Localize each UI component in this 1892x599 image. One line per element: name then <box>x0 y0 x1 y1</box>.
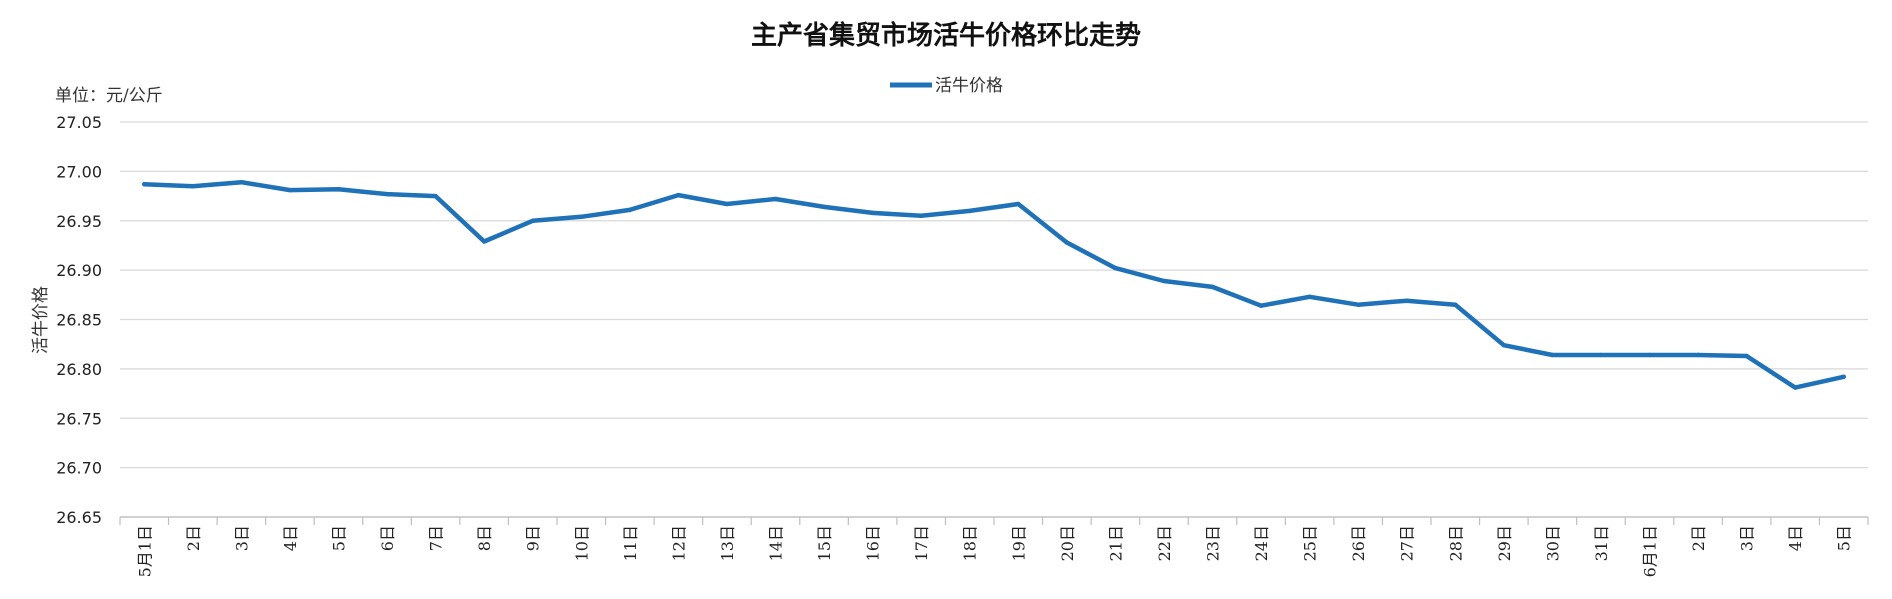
x-tick-label: 22日 <box>1155 525 1174 561</box>
data-point <box>1647 352 1652 358</box>
x-tick-label: 11日 <box>621 525 640 561</box>
data-point <box>627 207 632 213</box>
data-point <box>1501 343 1507 348</box>
x-tick-label: 27日 <box>1398 525 1417 561</box>
x-tick-label: 17日 <box>912 525 931 561</box>
x-tick-label: 16日 <box>864 525 883 561</box>
data-point <box>384 191 390 197</box>
data-point <box>1356 302 1361 307</box>
x-tick-label: 28日 <box>1446 525 1465 561</box>
x-tick-label: 23日 <box>1204 525 1223 561</box>
x-axis: 5月1日 2日 3日 4日 5日 6日 7日 8日 9日 10日 11日 12日 13日 14日 15日 16… <box>119 516 1869 577</box>
x-tick-label: 5日 <box>1835 525 1854 551</box>
unit-label: 单位：元/公斤 <box>55 86 163 106</box>
data-point <box>1695 352 1701 358</box>
x-tick-label: 9日 <box>524 525 543 551</box>
x-tick-label: 31日 <box>1592 525 1611 561</box>
y-axis-ticks: 26.65 26.70 26.75 26.80 26.85 26.90 26.95 27.00… <box>56 113 102 527</box>
y-tick-label: 26.65 <box>56 508 102 527</box>
data-point <box>1453 302 1458 307</box>
data-point <box>1307 294 1312 299</box>
gridlines <box>120 121 1868 518</box>
legend-label: 活牛价格 <box>935 76 1003 96</box>
legend: 活牛价格 <box>890 76 1003 96</box>
y-tick-label: 26.90 <box>56 261 102 280</box>
x-tick-label: 4日 <box>1786 525 1805 551</box>
x-tick-label: 18日 <box>961 525 980 561</box>
data-point <box>1064 240 1070 245</box>
data-point <box>1841 374 1846 379</box>
data-point <box>1793 385 1798 390</box>
data-point <box>1016 201 1021 207</box>
x-tick-label: 30日 <box>1543 525 1562 561</box>
x-tick-label: 6日 <box>378 525 397 551</box>
data-point <box>1258 303 1264 308</box>
data-point <box>1550 352 1555 358</box>
x-tick-label: 8日 <box>475 525 494 551</box>
y-tick-label: 26.85 <box>56 311 102 330</box>
data-point <box>1404 298 1409 303</box>
x-tick-label: 29日 <box>1495 525 1514 561</box>
data-point <box>190 184 195 189</box>
data-point <box>1161 278 1167 284</box>
x-tick-label: 15日 <box>815 525 834 561</box>
data-point <box>773 196 778 202</box>
data-point <box>870 210 875 216</box>
x-tick-label: 5月1日 <box>135 525 154 577</box>
x-tick-label: 5日 <box>330 525 349 551</box>
x-tick-label: 3日 <box>1738 525 1757 551</box>
y-tick-label: 26.95 <box>56 212 102 231</box>
data-point <box>821 204 827 210</box>
x-tick-label: 13日 <box>718 525 737 561</box>
data-point <box>142 182 147 187</box>
x-tick-label: 3日 <box>232 525 251 551</box>
data-point <box>967 208 972 214</box>
x-tick-label: 2日 <box>184 525 203 551</box>
y-tick-label: 26.75 <box>56 409 102 428</box>
data-point <box>287 187 293 193</box>
y-tick-label: 26.70 <box>56 459 102 478</box>
x-tick-label: 6月1日 <box>1641 525 1660 577</box>
x-tick-label: 10日 <box>572 525 591 561</box>
y-tick-label: 27.00 <box>56 162 102 181</box>
data-point <box>433 193 438 199</box>
x-tick-label: 26日 <box>1349 525 1368 561</box>
data-point <box>1598 352 1604 358</box>
data-point <box>239 180 244 185</box>
data-point <box>1744 353 1749 359</box>
x-tick-label: 21日 <box>1106 525 1125 561</box>
x-tick-label: 20日 <box>1058 525 1077 561</box>
x-tick-label: 7日 <box>427 525 446 551</box>
series-layer <box>142 179 1846 390</box>
y-axis-label: 活牛价格 <box>31 286 51 354</box>
x-tick-label: 2日 <box>1689 525 1708 551</box>
x-tick-label: 24日 <box>1252 525 1271 561</box>
data-point <box>579 214 584 219</box>
x-tick-label: 25日 <box>1301 525 1320 561</box>
y-tick-label: 27.05 <box>56 113 102 132</box>
data-point <box>1113 265 1118 271</box>
data-point <box>919 213 924 218</box>
data-point <box>676 192 681 198</box>
x-tick-label: 12日 <box>669 525 688 561</box>
x-tick-label: 4日 <box>281 525 300 551</box>
y-tick-label: 26.80 <box>56 360 102 379</box>
series-line <box>142 179 1846 390</box>
data-point <box>336 187 341 192</box>
data-point <box>1210 284 1215 290</box>
x-tick-label: 19日 <box>1009 525 1028 561</box>
data-point <box>482 239 487 244</box>
chart-title: 主产省集贸市场活牛价格环比走势 <box>751 20 1141 51</box>
data-point <box>724 201 730 207</box>
data-point <box>530 218 535 223</box>
x-tick-label: 14日 <box>767 525 786 561</box>
